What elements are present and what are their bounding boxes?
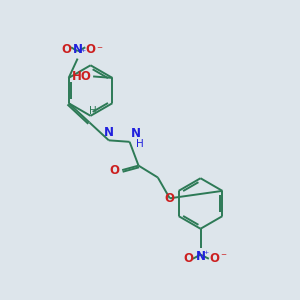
Text: O: O: [61, 43, 71, 56]
Text: N: N: [196, 250, 206, 263]
Text: $^+$: $^+$: [79, 47, 87, 56]
Text: O: O: [110, 164, 120, 177]
Text: O: O: [183, 252, 193, 265]
Text: O: O: [86, 43, 96, 56]
Text: $^-$: $^-$: [95, 45, 104, 55]
Text: O: O: [165, 192, 175, 205]
Text: HO: HO: [72, 70, 92, 83]
Text: N: N: [131, 127, 141, 140]
Text: N: N: [104, 126, 114, 139]
Text: $^+$: $^+$: [202, 250, 210, 259]
Text: N: N: [73, 43, 82, 56]
Text: H: H: [136, 139, 144, 149]
Text: O: O: [209, 252, 219, 265]
Text: $^-$: $^-$: [219, 253, 228, 262]
Text: H: H: [89, 106, 97, 116]
